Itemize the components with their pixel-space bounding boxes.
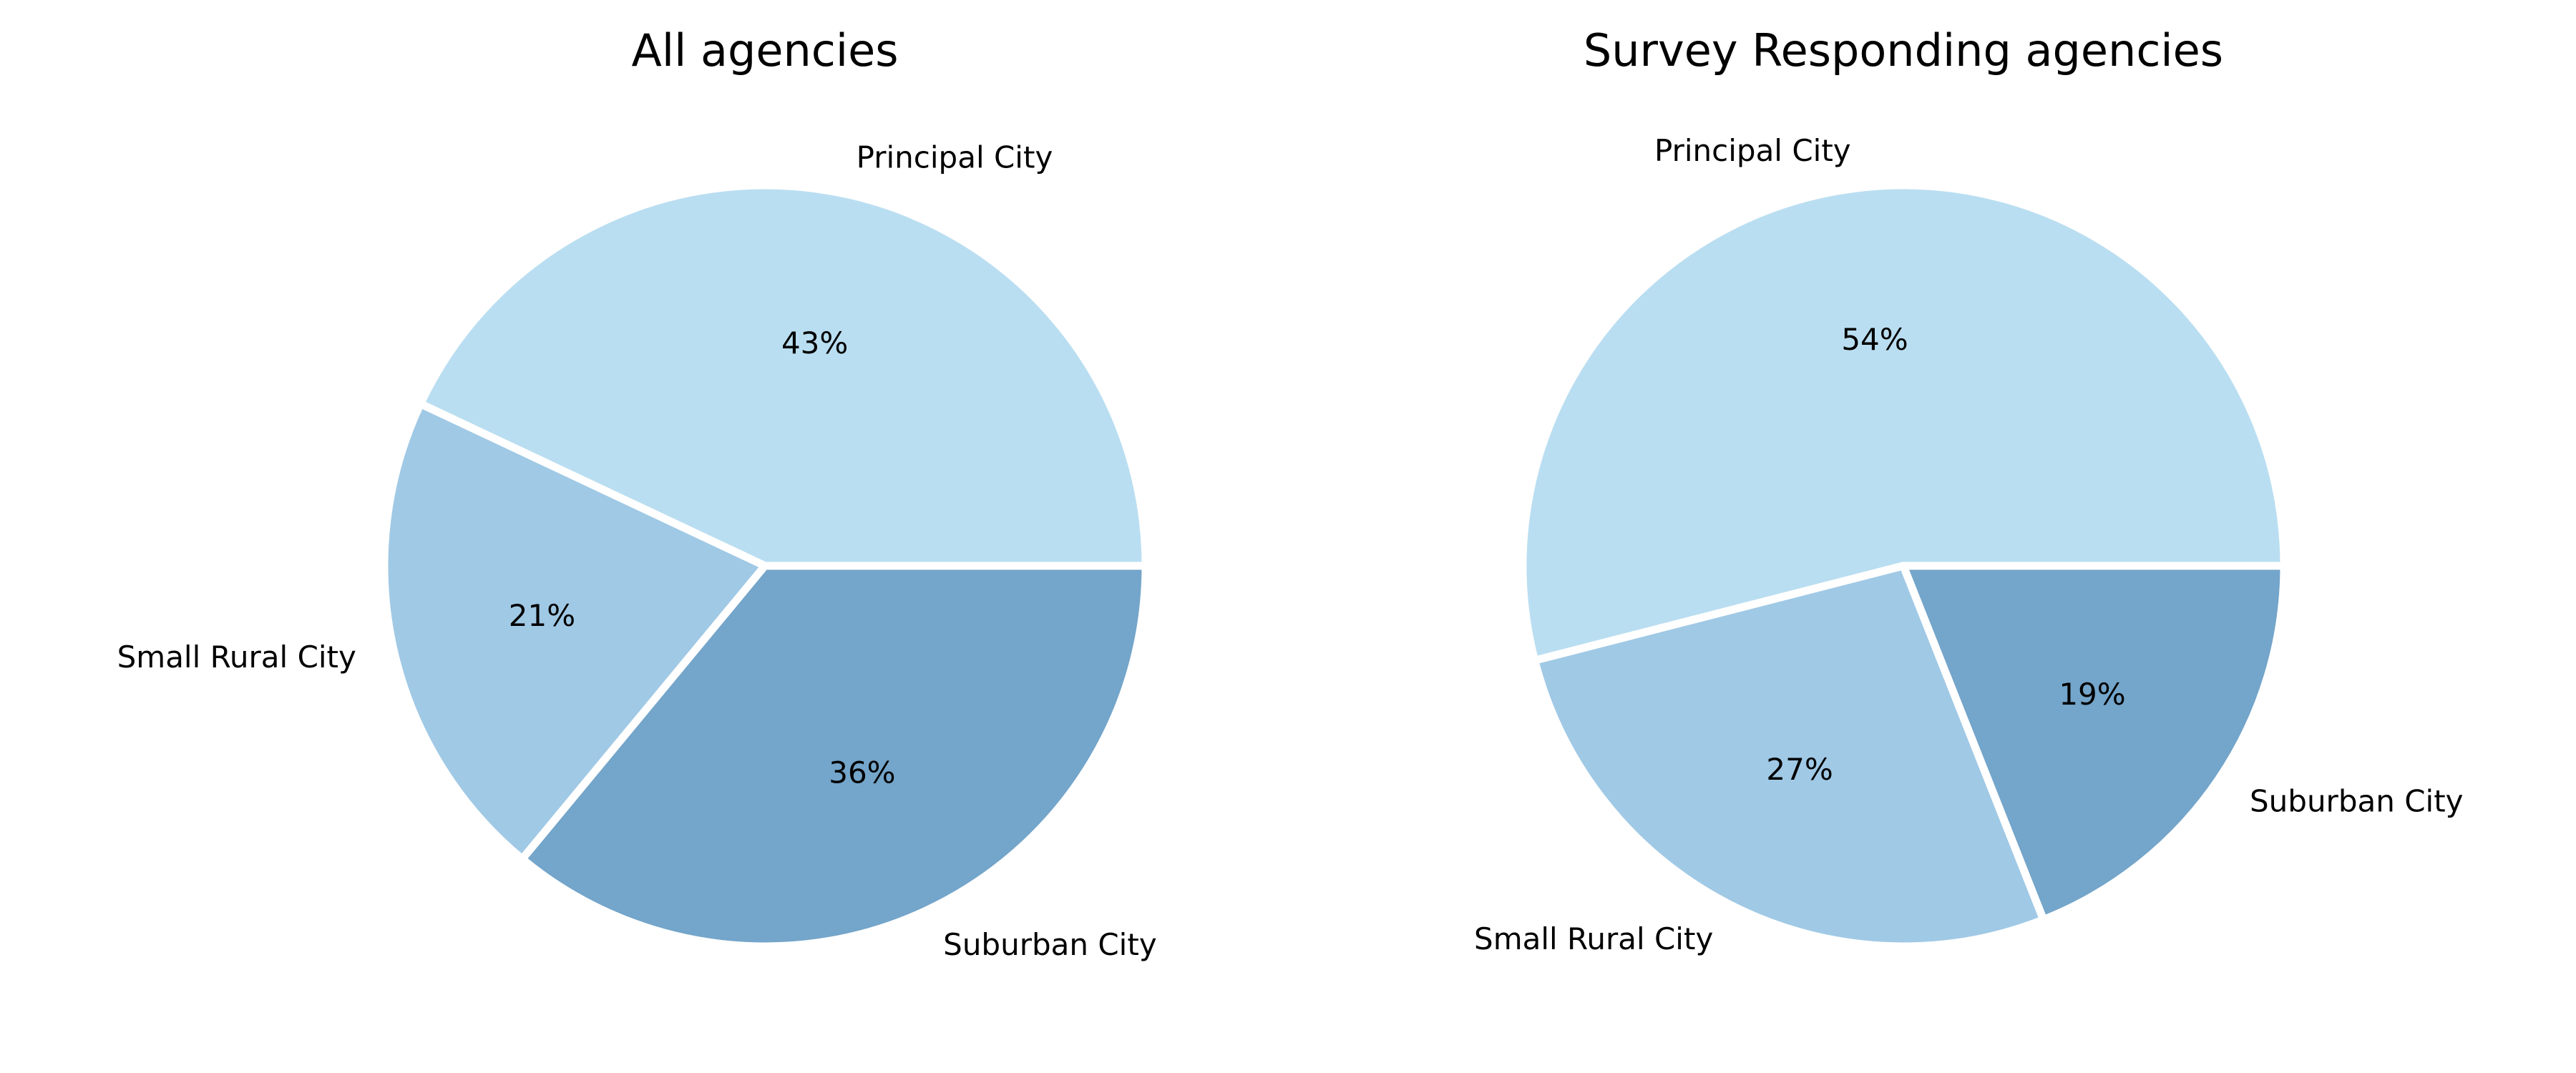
slice-percent-label: 43%: [781, 325, 848, 361]
pie-slice-principal-city: [416, 181, 1150, 570]
pie-slice-principal-city: [1518, 181, 2288, 665]
slice-percent-label: 21%: [509, 598, 575, 633]
slice-category-label: Suburban City: [943, 927, 1157, 962]
slice-percent-label: 54%: [1841, 322, 1908, 357]
pie-chart-survey-responding-agencies: 54% Principal City 27% Small Rural City 19% S…: [1474, 24, 2463, 956]
pie-slice-suburban-city: [1899, 562, 2288, 924]
chart-title: All agencies: [631, 24, 898, 77]
slice-percent-label: 19%: [2059, 677, 2125, 712]
chart-title: Survey Responding agencies: [1584, 24, 2223, 77]
slice-percent-label: 36%: [829, 755, 895, 790]
pie-chart-all-agencies: 43% Principal City 21% Small Rural City 36% S…: [117, 24, 1157, 962]
slice-category-label: Suburban City: [2250, 783, 2464, 818]
pie-slice-small-rural-city: [380, 399, 769, 863]
slice-percent-label: 27%: [1766, 752, 1833, 787]
pie-slice-small-rural-city: [1531, 562, 2048, 951]
pie-slice-suburban-city: [518, 562, 1150, 951]
slice-category-label: Small Rural City: [117, 640, 356, 675]
slice-category-label: Small Rural City: [1474, 921, 1713, 956]
slice-category-label: Principal City: [857, 139, 1053, 175]
slice-category-label: Principal City: [1654, 133, 1851, 168]
